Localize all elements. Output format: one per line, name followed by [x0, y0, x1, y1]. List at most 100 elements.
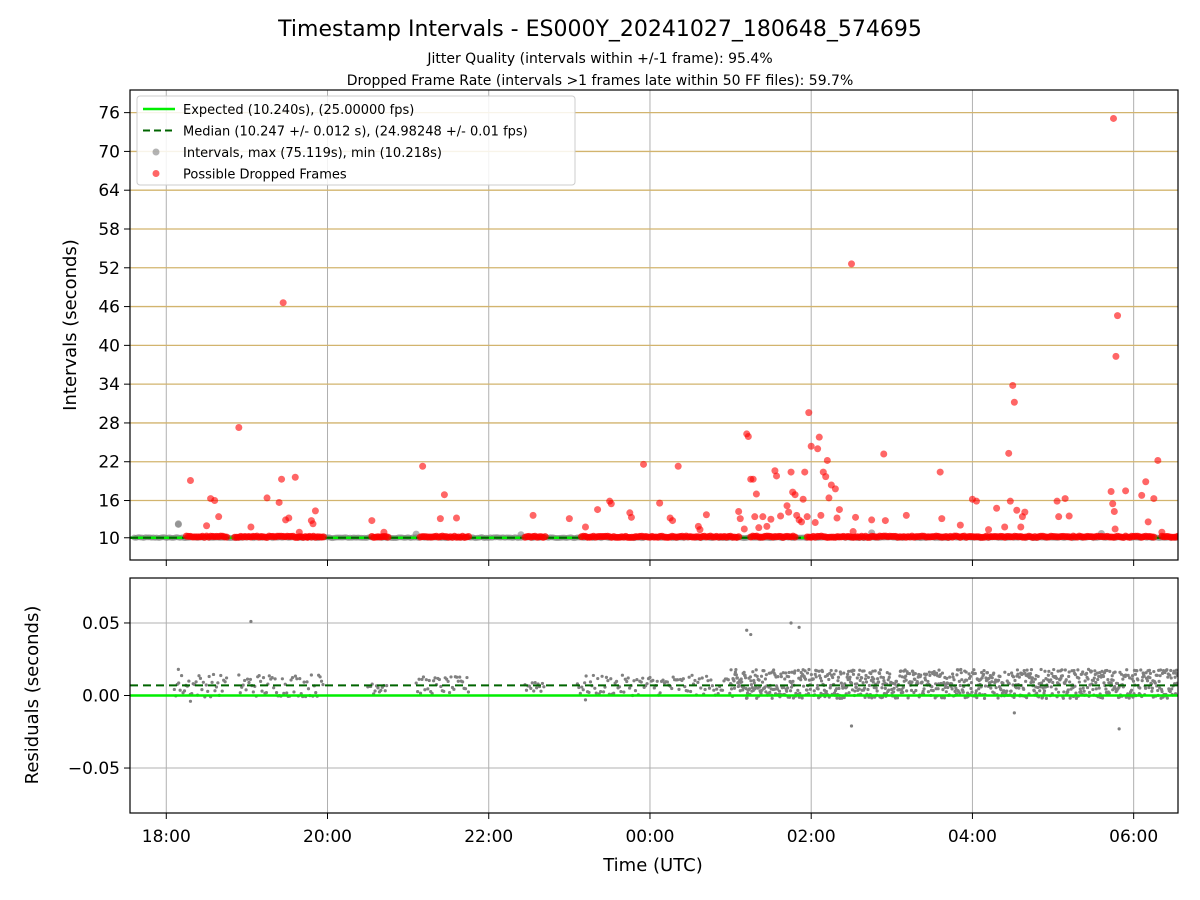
intervals-y-tick-label: 10 [98, 529, 120, 549]
residual-point [897, 688, 901, 692]
residual-point [418, 691, 423, 695]
residual-point [285, 691, 289, 695]
dropped-frame-point [1187, 533, 1194, 540]
residual-point [1148, 671, 1153, 675]
residual-point [1010, 671, 1014, 675]
residual-point [633, 689, 638, 693]
residual-point [599, 690, 603, 694]
x-tick-label: 00:00 [625, 827, 674, 847]
residual-point [946, 685, 950, 690]
dropped-frame-point [285, 514, 293, 522]
residual-point [749, 683, 753, 687]
residual-point [1044, 696, 1049, 700]
residual-point [237, 673, 241, 677]
dropped-frame-point [993, 504, 1001, 512]
dropped-frame-point [263, 494, 271, 502]
residual-point [1077, 676, 1081, 680]
residual-point [759, 674, 764, 678]
residual-point [914, 688, 918, 693]
residual-point [1011, 683, 1015, 687]
residual-point [1067, 670, 1071, 674]
residual-point [930, 684, 934, 689]
residual-point [1094, 687, 1098, 691]
residual-point [871, 680, 875, 684]
residual-point [734, 667, 738, 672]
residual-point [258, 679, 263, 683]
intervals-y-tick-label: 28 [98, 414, 120, 434]
residual-point [1036, 674, 1040, 679]
residual-point [1168, 673, 1172, 677]
residual-point [675, 678, 680, 682]
residual-point [273, 677, 277, 681]
residual-point [789, 621, 793, 625]
residual-point [1148, 676, 1152, 680]
residual-point [1093, 669, 1097, 673]
residual-point [247, 680, 251, 685]
residual-point [420, 677, 424, 682]
residual-point [817, 674, 822, 678]
residual-point [535, 686, 539, 690]
residual-point [1145, 679, 1150, 683]
residual-point [911, 670, 915, 674]
x-tick-label: 18:00 [142, 827, 191, 847]
dropped-frame-point [1183, 533, 1190, 540]
residual-point [866, 675, 871, 680]
dropped-frame-point [881, 517, 889, 525]
dropped-frame-point [1193, 534, 1200, 541]
residual-point [775, 687, 780, 691]
residual-point [584, 674, 588, 678]
dropped-frame-point [1122, 487, 1130, 495]
residual-point [677, 687, 681, 692]
residual-point [1097, 674, 1101, 678]
residual-point [1150, 689, 1154, 693]
residual-point [216, 681, 220, 685]
residual-point [270, 676, 274, 680]
residual-point [750, 686, 754, 690]
dropped-frame-point [880, 450, 888, 458]
residual-point [1091, 687, 1095, 692]
dropped-frame-point [752, 490, 760, 498]
residual-point [800, 696, 804, 700]
residual-point [788, 689, 793, 693]
residual-point [824, 689, 828, 694]
dropped-frame-point [815, 433, 823, 441]
residual-point [318, 675, 322, 679]
residual-point [1081, 670, 1085, 674]
dropped-frame-point [767, 515, 775, 523]
residual-point [764, 673, 768, 677]
residual-point [863, 677, 868, 681]
residual-point [950, 672, 955, 676]
residual-point [1073, 672, 1078, 677]
residual-point [785, 689, 789, 693]
dropped-frame-point [279, 299, 287, 307]
dropped-frame-point [822, 473, 830, 481]
residual-point [957, 679, 961, 683]
residual-point [783, 677, 787, 681]
residual-point [1016, 672, 1020, 676]
residual-point [447, 690, 452, 695]
residual-point [261, 676, 266, 680]
residual-point [992, 671, 996, 675]
residual-point [982, 668, 986, 673]
residual-point [249, 619, 253, 624]
dropped-frame-point [803, 513, 811, 521]
dropped-frame-point [1021, 508, 1029, 516]
dropped-frame-point [696, 526, 704, 534]
residual-point [816, 683, 820, 688]
residual-point [812, 689, 816, 693]
residual-point [609, 677, 613, 681]
residual-point [690, 673, 694, 677]
residual-point [961, 690, 965, 694]
intervals-y-axis-label: Intervals (seconds) [60, 239, 81, 411]
residual-point [1083, 679, 1087, 683]
residual-point [1169, 668, 1173, 673]
residual-point [1175, 681, 1178, 685]
dropped-frame-point [1185, 533, 1192, 540]
dropped-frame-point [823, 456, 831, 464]
residual-point [1095, 671, 1099, 675]
residual-point [177, 681, 181, 685]
residual-point [1105, 668, 1109, 673]
residual-point [302, 680, 306, 684]
residual-point [1101, 674, 1106, 679]
residual-point [298, 677, 302, 681]
